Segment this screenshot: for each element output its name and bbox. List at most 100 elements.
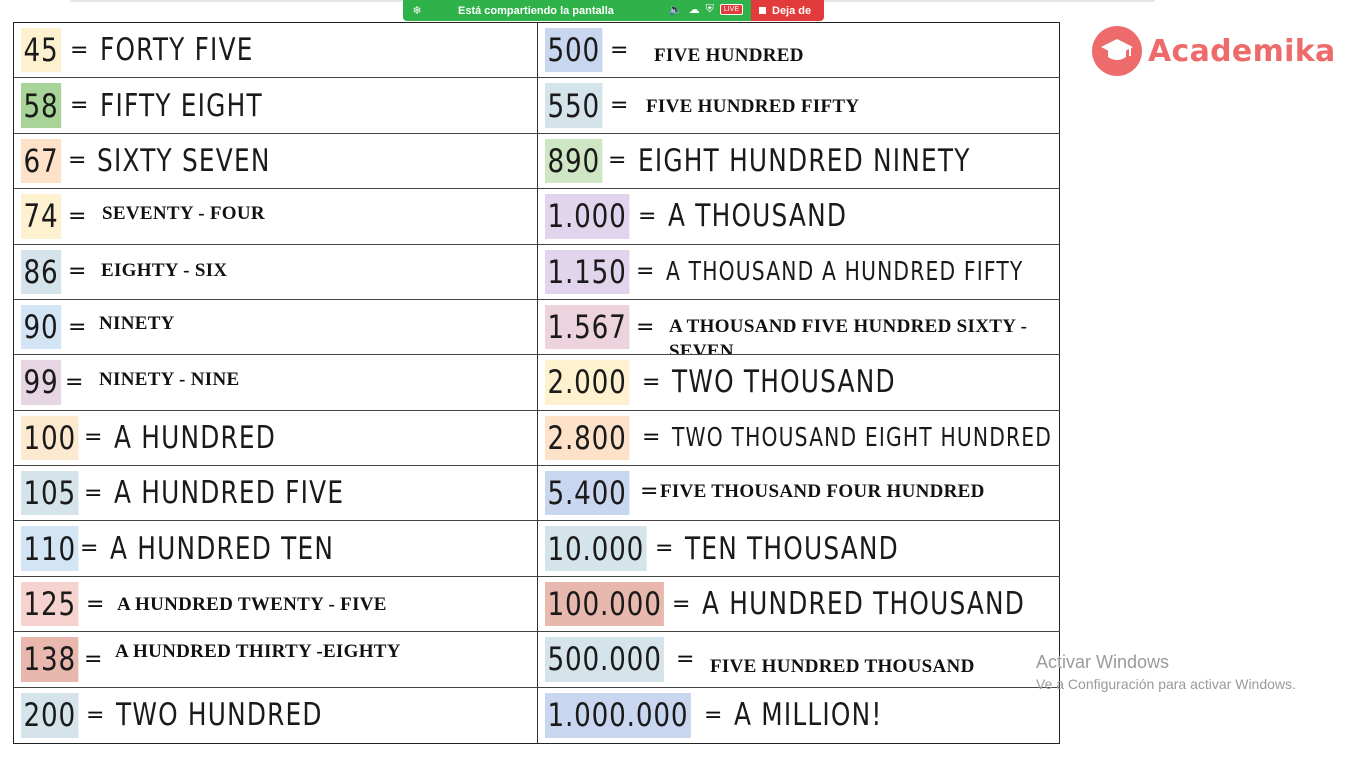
number-words: TWO THOUSAND	[672, 364, 896, 401]
stop-share-label: Deja de	[772, 4, 812, 17]
equals-sign: =	[642, 369, 661, 395]
table-cell: 110 = A HUNDRED TEN	[14, 521, 538, 577]
number-label: 125	[21, 581, 79, 627]
number-words: A THOUSAND A HUNDRED FIFTY	[666, 256, 1024, 287]
number-label: 105	[21, 471, 79, 516]
table-cell: 99 = NINETY - NINE	[14, 355, 538, 411]
equals-sign: =	[642, 425, 661, 451]
number-words: A HUNDRED TEN	[110, 530, 335, 567]
number-label: 500.000	[545, 637, 665, 682]
share-arrow-icon: ❄	[412, 5, 422, 17]
shield-icon[interactable]: ⛨	[705, 3, 714, 15]
table-cell: 5.400 = FIVE THOUSAND FOUR HUNDRED	[538, 466, 1060, 522]
equals-sign: =	[68, 148, 87, 174]
number-label: 110	[21, 526, 79, 571]
number-words: A HUNDRED FIVE	[114, 475, 345, 512]
number-label: 10.000	[545, 526, 647, 571]
number-label: 2.800	[545, 415, 630, 461]
number-words: A MILLION!	[734, 697, 883, 734]
number-label: 890	[545, 138, 603, 184]
number-label: 138	[21, 637, 79, 682]
number-words: SEVENTY - FOUR	[102, 203, 265, 225]
number-words: TWO THOUSAND EIGHT HUNDRED	[672, 422, 1053, 453]
table-cell: 1.000.000 = A MILLION!	[538, 688, 1060, 743]
equals-sign: =	[655, 536, 674, 562]
equals-sign: =	[68, 314, 87, 340]
table-cell: 500.000 = FIVE HUNDRED THOUSAND	[538, 632, 1060, 688]
watermark-title: Activar Windows	[1036, 652, 1170, 672]
table-cell: 90 = NINETY	[14, 299, 538, 356]
number-label: 1.000.000	[545, 692, 691, 738]
number-label: 45	[21, 28, 61, 73]
equals-sign: =	[672, 591, 691, 617]
equals-sign: =	[84, 425, 103, 451]
equals-sign: =	[84, 480, 103, 506]
equals-sign: =	[638, 203, 657, 229]
table-cell: 138 = A HUNDRED THIRTY -EIGHTY	[14, 632, 538, 688]
equals-sign: =	[610, 93, 629, 119]
equals-sign: =	[86, 591, 105, 617]
equals-sign: =	[68, 203, 87, 229]
table-cell: 58 = FIFTY EIGHT	[14, 78, 538, 134]
table-cell: 100.000 = A HUNDRED THOUSAND	[538, 577, 1060, 633]
stop-share-button[interactable]: Deja de	[751, 0, 824, 21]
equals-sign: =	[65, 369, 84, 395]
equals-sign: =	[70, 93, 89, 119]
stop-icon	[759, 7, 766, 14]
equals-sign: =	[80, 536, 99, 562]
number-words: FIVE THOUSAND FOUR HUNDRED	[660, 481, 985, 503]
table-cell: 125 = A HUNDRED TWENTY - FIVE	[14, 576, 538, 633]
logo-text: Academika	[1148, 33, 1336, 69]
number-words: NINETY	[99, 312, 175, 334]
equals-sign: =	[610, 37, 629, 63]
table-cell: 1.567 = A THOUSAND FIVE HUNDRED SIXTY - …	[538, 300, 1060, 356]
table-cell: 890 = EIGHT HUNDRED NINETY	[538, 134, 1060, 190]
live-badge[interactable]: LIVE	[719, 4, 743, 15]
number-words: FIVE HUNDRED FIFTY	[646, 96, 860, 118]
number-words: FORTY FIVE	[100, 32, 254, 69]
table-cell: 1.000 = A THOUSAND	[538, 189, 1060, 245]
equals-sign: =	[704, 702, 723, 728]
number-label: 99	[21, 360, 61, 405]
numbers-table: 45 = FORTY FIVE 500 = FIVE HUNDRED 58 = …	[13, 22, 1060, 744]
equals-sign: =	[86, 702, 105, 728]
number-words: FIVE HUNDRED	[654, 45, 804, 66]
table-cell: 74 = SEVENTY - FOUR	[14, 189, 538, 245]
graduation-cap-icon	[1092, 26, 1142, 76]
table-cell: 500 = FIVE HUNDRED	[538, 23, 1060, 79]
screen-share-bar: ❄ Está compartiendo la pantalla 🔈 ☁ ⛨ LI…	[403, 0, 751, 21]
equals-sign: =	[676, 646, 695, 672]
academika-logo: Academika	[1092, 26, 1336, 76]
number-label: 74	[21, 194, 61, 239]
table-cell: 105 = A HUNDRED FIVE	[14, 466, 538, 522]
table-cell: 10.000 = TEN THOUSAND	[538, 521, 1060, 577]
speaker-icon[interactable]: 🔈	[668, 4, 683, 16]
equals-sign: =	[608, 148, 627, 174]
number-words: A THOUSAND	[668, 198, 848, 235]
equals-sign: =	[68, 259, 87, 285]
number-words: NINETY - NINE	[99, 369, 240, 391]
table-cell: 550 = FIVE HUNDRED FIFTY	[538, 78, 1060, 134]
number-words: EIGHTY - SIX	[101, 259, 228, 281]
equals-sign: =	[636, 259, 655, 285]
number-words: TWO HUNDRED	[116, 697, 323, 734]
number-label: 5.400	[545, 471, 630, 516]
equals-sign: =	[70, 37, 89, 63]
number-label: 500	[545, 28, 603, 73]
number-words: SIXTY SEVEN	[97, 142, 271, 179]
cloud-icon[interactable]: ☁	[688, 4, 700, 16]
table-cell: 2.800 = TWO THOUSAND EIGHT HUNDRED	[538, 411, 1060, 467]
table-cell: 86 = EIGHTY - SIX	[14, 244, 538, 300]
number-words: A THOUSAND FIVE HUNDRED SIXTY - SEVEN	[669, 315, 1028, 356]
number-label: 1.150	[545, 249, 630, 294]
watermark-subtitle: Ve a Configuración para activar Windows.	[1036, 676, 1296, 692]
number-label: 90	[21, 304, 61, 350]
number-label: 100.000	[545, 581, 665, 627]
table-cell: 67 = SIXTY SEVEN	[14, 133, 538, 190]
table-cell: 100 = A HUNDRED	[14, 410, 538, 467]
number-words: EIGHT HUNDRED NINETY	[638, 142, 971, 179]
number-label: 67	[21, 138, 61, 184]
equals-sign: =	[640, 479, 659, 505]
number-label: 100	[21, 415, 79, 461]
number-label: 550	[545, 83, 603, 128]
